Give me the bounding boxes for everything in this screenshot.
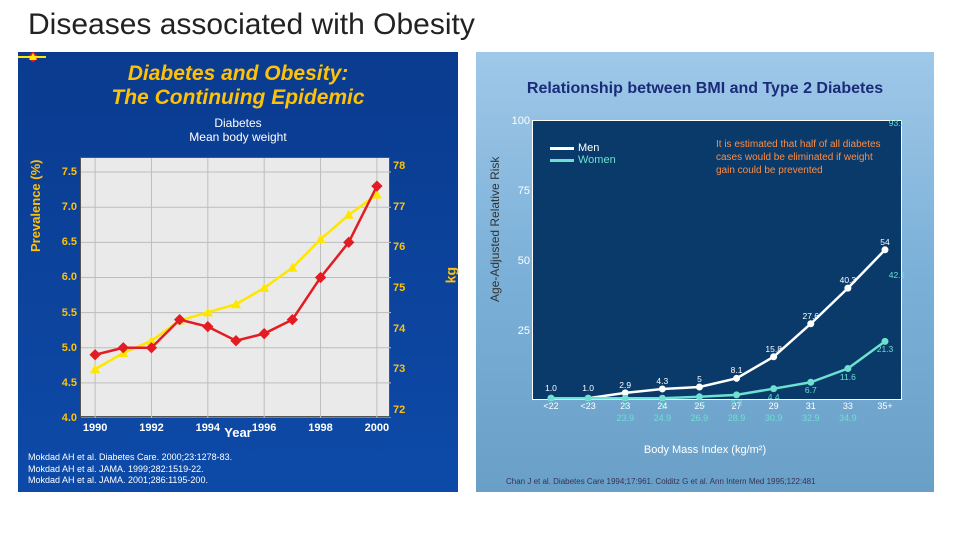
right-y-axis-label: kg — [442, 267, 458, 283]
left-legend: Diabetes Mean body weight — [18, 116, 458, 144]
slide-title: Diseases associated with Obesity — [0, 0, 960, 46]
left-citations: Mokdad AH et al. Diabetes Care. 2000;23:… — [28, 452, 232, 486]
left-x-axis-label: Year — [224, 425, 251, 440]
left-chart-panel: Diabetes and Obesity: The Continuing Epi… — [18, 52, 458, 492]
left-y-axis-label: Prevalence (%) — [28, 160, 43, 253]
right-x-axis-label: Body Mass Index (kg/m²) — [644, 444, 766, 456]
legend-diabetes: Diabetes — [214, 116, 261, 130]
legend-weight: Mean body weight — [189, 130, 286, 144]
right-chart-title: Relationship between BMI and Type 2 Diab… — [476, 52, 934, 98]
charts-row: Diabetes and Obesity: The Continuing Epi… — [0, 46, 960, 498]
right-chart-panel: Relationship between BMI and Type 2 Diab… — [476, 52, 934, 492]
left-title-line1: Diabetes and Obesity: — [18, 62, 458, 86]
legend-women: Women — [578, 154, 616, 166]
right-y-axis-label: Age-Adjusted Relative Risk — [488, 157, 502, 302]
left-plot-area: 4.04.55.05.56.06.57.07.57273747576777819… — [80, 157, 390, 417]
right-legend: Men Women — [550, 142, 616, 166]
right-note: It is estimated that half of all diabete… — [716, 138, 886, 177]
legend-men: Men — [578, 142, 599, 154]
right-citation: Chan J et al. Diabetes Care 1994;17:961.… — [506, 477, 816, 486]
left-title-line2: The Continuing Epidemic — [18, 86, 458, 110]
left-chart-title: Diabetes and Obesity: The Continuing Epi… — [18, 52, 458, 110]
